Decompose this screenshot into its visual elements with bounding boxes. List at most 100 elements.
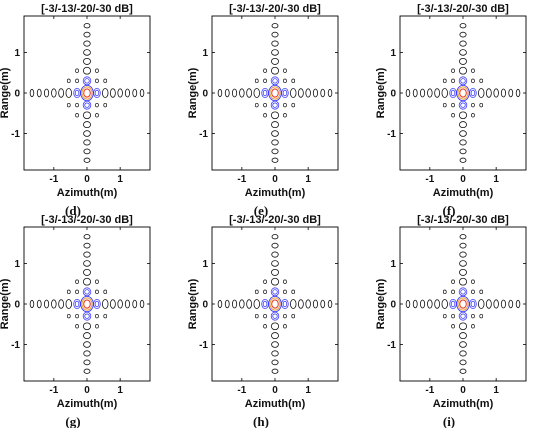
range-sidelobe-contour [271,341,279,348]
panel-4: [-3/-13/-20/-30 dB] -1 0 1 1 0 -1 Azimuth(m) Ran… [187,214,339,428]
x-tick-label: 1 [493,385,499,396]
cross-sidelobe-contour [291,289,296,295]
range-sidelobe-contour [459,121,467,129]
azimuth-sidelobe-inner-contour [94,300,100,308]
azimuth-sidelobe-contour [441,299,448,309]
y-tick-label: -1 [199,129,208,140]
mainlobe-contour-20dB [268,84,282,102]
panel-caption: (d) [65,203,81,218]
range-sidelobe-contour [270,111,280,120]
range-sidelobe-contour [459,359,467,366]
range-sidelobe-contour [459,368,467,374]
y-tick-label: 1 [390,48,396,59]
azimuth-sidelobe-contour [312,88,319,98]
x-tick-label: -1 [237,174,246,185]
contour-group [217,234,333,374]
azimuth-sidelobe-contour [327,88,333,98]
range-sidelobe-inner-contour [460,102,466,108]
azimuth-sidelobe-contour [29,299,35,309]
azimuth-sidelobe-contour [305,88,311,98]
panel-caption: (e) [254,203,268,218]
cross-sidelobe-contour [95,289,99,295]
cross-sidelobe-contour [75,113,79,118]
range-sidelobe-inner-contour [84,78,90,84]
cross-sidelobe-contour [95,313,99,319]
range-sidelobe-contour [271,121,279,129]
cross-sidelobe-contour [254,289,259,295]
range-sidelobe-contour [271,57,279,65]
x-tick-label: 1 [117,385,123,396]
y-tick-label: 1 [14,259,20,270]
range-sidelobe-contour [270,277,280,286]
cross-sidelobe-contour [75,324,79,329]
azimuth-sidelobe-contour [217,299,223,309]
x-axis-label: Azimuth(m) [245,187,306,199]
cross-sidelobe-contour [103,313,108,319]
mainlobe-contour-20dB [80,84,94,102]
mainlobe-contour-13dB [457,86,469,100]
x-tick-label: -1 [425,385,434,396]
x-tick-label: 0 [460,385,466,396]
panel-1: [-3/-13/-20/-30 dB] -1 0 1 1 0 -1 Azimuth(m) Ran… [187,3,339,218]
cross-sidelobe-contour [75,102,79,108]
range-sidelobe-contour [459,139,467,146]
y-axis-label: Range(m) [375,278,387,329]
cross-sidelobe-contour [451,78,455,84]
cross-sidelobe-contour [291,313,296,319]
cross-sidelobe-contour [263,102,267,108]
azimuth-sidelobe-inner-contour [74,300,80,308]
cross-sidelobe-contour [75,78,79,84]
x-tick-label: -1 [49,385,58,396]
range-sidelobe-contour [459,260,467,267]
azimuth-sidelobe-contour [231,88,238,98]
cross-sidelobe-contour [103,102,108,108]
x-tick-label: 1 [305,174,311,185]
mainlobe-contour-13dB [269,86,281,100]
panel-3: [-3/-13/-20/-30 dB] -1 0 1 1 0 -1 Azimuth(m) Ran… [0,214,151,428]
azimuth-sidelobe-contour [500,88,507,98]
range-sidelobe-contour [271,359,279,366]
azimuth-sidelobe-contour [253,299,260,309]
azimuth-sidelobe-contour [73,298,81,310]
azimuth-sidelobe-contour [36,299,42,309]
cross-sidelobe-contour [254,313,259,319]
azimuth-sidelobe-contour [327,299,333,309]
y-tick-label: -1 [11,129,20,140]
azimuth-sidelobe-contour [297,299,304,309]
range-sidelobe-contour [83,268,91,276]
azimuth-sidelobe-contour [29,88,35,98]
range-sidelobe-contour [83,242,91,249]
azimuth-sidelobe-contour [65,88,72,98]
x-tick-label: -1 [425,174,434,185]
azimuth-sidelobe-inner-contour [282,300,288,308]
azimuth-sidelobe-contour [124,88,131,98]
cross-sidelobe-contour [479,289,484,295]
range-sidelobe-contour [271,40,279,47]
y-tick-label: 0 [14,89,20,100]
azimuth-sidelobe-contour [132,88,138,98]
azimuth-sidelobe-contour [405,299,411,309]
azimuth-sidelobe-contour [500,299,507,309]
range-sidelobe-contour [271,139,279,146]
cross-sidelobe-contour [451,289,455,295]
range-sidelobe-contour [83,157,91,163]
range-sidelobe-contour [271,148,279,155]
range-sidelobe-contour [459,350,467,357]
mainlobe-contour-13dB [81,86,93,100]
azimuth-sidelobe-contour [124,299,131,309]
contour-group [405,23,521,163]
azimuth-sidelobe-contour [515,88,521,98]
cross-sidelobe-contour [95,324,99,329]
range-sidelobe-contour [459,40,467,47]
x-axis-label: Azimuth(m) [57,398,118,410]
azimuth-sidelobe-contour [109,299,116,309]
azimuth-sidelobe-contour [224,299,230,309]
azimuth-sidelobe-contour [485,299,492,309]
range-sidelobe-inner-contour [272,289,278,295]
x-tick-label: -1 [237,385,246,396]
range-sidelobe-contour [459,130,467,137]
azimuth-sidelobe-contour [139,299,145,309]
plot-frame [211,15,339,171]
cross-sidelobe-contour [263,68,267,73]
azimuth-sidelobe-contour [508,299,514,309]
